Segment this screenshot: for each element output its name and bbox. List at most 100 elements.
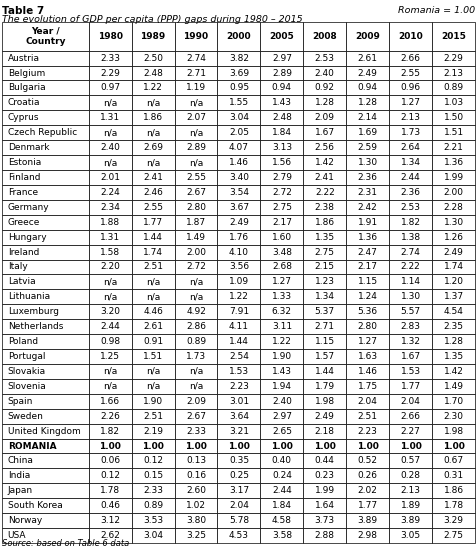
Bar (174, 260, 217, 275)
Text: 3.13: 3.13 (271, 143, 291, 152)
Text: n/a: n/a (103, 99, 117, 108)
Text: 2.29: 2.29 (100, 69, 120, 77)
Bar (303, 260, 346, 275)
Text: 2.54: 2.54 (228, 352, 248, 361)
Bar (388, 438, 431, 453)
Text: 1.66: 1.66 (100, 397, 120, 405)
Bar (431, 110, 474, 125)
Text: 2.30: 2.30 (443, 412, 463, 421)
Text: 1.32: 1.32 (400, 337, 420, 346)
Text: Sweden: Sweden (8, 412, 43, 421)
Bar (89, 528, 131, 543)
Bar (89, 275, 131, 290)
Bar (260, 409, 303, 424)
Bar (131, 394, 174, 409)
Text: 3.73: 3.73 (314, 516, 334, 525)
Text: 2.48: 2.48 (143, 69, 163, 77)
Text: 1.74: 1.74 (143, 247, 163, 257)
Text: India: India (8, 471, 30, 480)
Text: 1.44: 1.44 (143, 233, 163, 242)
Text: 2.36: 2.36 (357, 173, 377, 182)
Text: 0.57: 0.57 (400, 456, 420, 466)
Bar (303, 290, 346, 304)
Bar (217, 110, 260, 125)
Bar (89, 409, 131, 424)
Bar (431, 438, 474, 453)
Text: 0.13: 0.13 (186, 456, 206, 466)
Text: 0.97: 0.97 (100, 84, 120, 92)
Bar (346, 349, 388, 364)
Text: Spain: Spain (8, 397, 33, 405)
Text: 2.67: 2.67 (186, 412, 206, 421)
Text: 2.68: 2.68 (271, 262, 291, 271)
Bar (174, 334, 217, 349)
Bar (217, 334, 260, 349)
Text: 2.72: 2.72 (186, 262, 206, 271)
Bar (388, 22, 431, 51)
Text: 1.44: 1.44 (228, 337, 248, 346)
Text: 4.92: 4.92 (186, 307, 206, 316)
Bar (260, 110, 303, 125)
Text: 4.46: 4.46 (143, 307, 163, 316)
Bar (260, 200, 303, 215)
Bar (260, 140, 303, 155)
Text: 2.04: 2.04 (357, 397, 377, 405)
Bar (346, 260, 388, 275)
Text: 0.89: 0.89 (186, 337, 206, 346)
Text: 2.35: 2.35 (443, 322, 463, 331)
Text: 2.69: 2.69 (143, 143, 163, 152)
Bar (174, 170, 217, 185)
Text: Belgium: Belgium (8, 69, 45, 77)
Bar (388, 245, 431, 260)
Text: 2.49: 2.49 (357, 69, 377, 77)
Text: 1.58: 1.58 (100, 247, 120, 257)
Bar (260, 483, 303, 499)
Bar (303, 110, 346, 125)
Text: Netherlands: Netherlands (8, 322, 63, 331)
Bar (89, 200, 131, 215)
Bar (346, 275, 388, 290)
Bar (260, 275, 303, 290)
Bar (388, 125, 431, 140)
Text: South Korea: South Korea (8, 501, 62, 510)
Bar (431, 66, 474, 81)
Bar (260, 185, 303, 200)
Bar (174, 438, 217, 453)
Text: 2.00: 2.00 (443, 188, 463, 197)
Text: 1.87: 1.87 (186, 218, 206, 227)
Bar (2, 125, 89, 140)
Bar (89, 170, 131, 185)
Bar (131, 125, 174, 140)
Bar (2, 140, 89, 155)
Text: Luxemburg: Luxemburg (8, 307, 59, 316)
Text: 2.97: 2.97 (271, 53, 291, 62)
Text: 1.36: 1.36 (443, 158, 463, 167)
Bar (131, 185, 174, 200)
Bar (431, 528, 474, 543)
Text: 1.53: 1.53 (228, 367, 248, 376)
Bar (89, 110, 131, 125)
Bar (388, 453, 431, 468)
Text: 1.44: 1.44 (314, 367, 334, 376)
Text: 1.49: 1.49 (186, 233, 206, 242)
Text: 1.30: 1.30 (357, 158, 377, 167)
Bar (217, 245, 260, 260)
Bar (346, 424, 388, 438)
Text: 0.44: 0.44 (314, 456, 334, 466)
Bar (431, 364, 474, 379)
Bar (303, 453, 346, 468)
Bar (431, 290, 474, 304)
Text: 2.04: 2.04 (400, 397, 420, 405)
Text: 1.03: 1.03 (443, 99, 463, 108)
Bar (89, 499, 131, 513)
Bar (346, 125, 388, 140)
Bar (217, 319, 260, 334)
Text: 1.69: 1.69 (357, 128, 377, 137)
Text: 1.31: 1.31 (100, 233, 120, 242)
Text: 1.94: 1.94 (271, 382, 291, 391)
Text: 0.25: 0.25 (228, 471, 248, 480)
Bar (217, 200, 260, 215)
Bar (260, 215, 303, 229)
Text: 2.33: 2.33 (100, 53, 120, 62)
Text: 2.20: 2.20 (100, 262, 120, 271)
